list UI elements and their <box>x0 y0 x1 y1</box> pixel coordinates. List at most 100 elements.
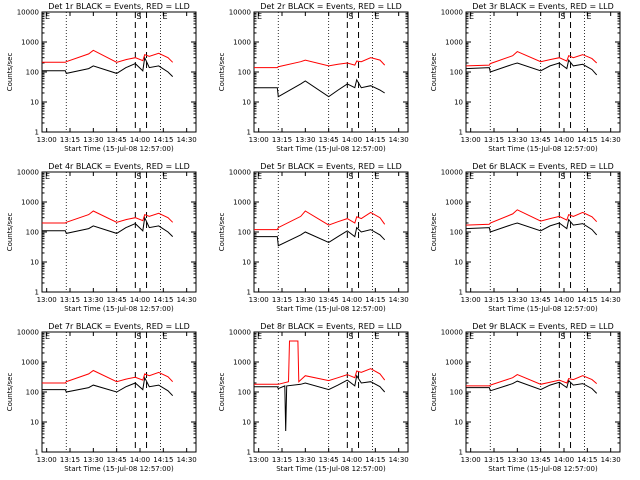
series-line-lld <box>42 369 174 384</box>
y-tick-label: 1000 <box>445 359 463 367</box>
series-line-events <box>42 376 174 397</box>
y-tick-label: 10000 <box>229 9 251 17</box>
panel-6: 13:00 13:15 13:30 13:45 14:00 14:15 14:30 1 10 10… <box>430 162 621 313</box>
y-tick-label: 1000 <box>233 39 251 47</box>
axes-frame <box>465 331 621 453</box>
marker-label-e: E <box>587 172 592 181</box>
x-tick-label: 14:15 <box>577 136 597 144</box>
x-tick-label: 14:15 <box>365 456 385 464</box>
x-tick-label: 14:00 <box>130 456 150 464</box>
x-tick-label: 14:00 <box>554 456 574 464</box>
x-tick-label: 13:45 <box>319 136 339 144</box>
marker-label-e: E <box>375 12 380 21</box>
series-line-lld <box>254 210 386 231</box>
marker-label-e: E <box>375 332 380 341</box>
y-tick-label: 10000 <box>441 329 463 337</box>
y-tick-label: 100 <box>450 389 463 397</box>
y-tick-label: 10 <box>30 259 39 267</box>
y-tick-label: 1 <box>459 289 463 297</box>
x-tick-label: 13:30 <box>83 296 103 304</box>
x-tick-label: 14:15 <box>153 456 173 464</box>
x-tick-label: 13:30 <box>507 136 527 144</box>
panel-title: Det 4r BLACK = Events, RED = LLD <box>48 162 190 171</box>
marker-label-left: E <box>469 12 474 21</box>
x-tick-label: 14:30 <box>177 296 197 304</box>
x-tick-label: 14:30 <box>177 136 197 144</box>
x-tick-label: 13:15 <box>484 296 504 304</box>
y-tick-label: 100 <box>238 69 251 77</box>
y-axis-label: Counts/sec <box>430 373 438 412</box>
x-tick-label: 14:15 <box>365 296 385 304</box>
x-tick-label: 13:00 <box>37 136 57 144</box>
panel-1: 13:00 13:15 13:30 13:45 14:00 14:15 14:30 1 10 10… <box>6 2 197 153</box>
series-line-lld <box>42 49 174 63</box>
x-tick-label: 13:15 <box>484 456 504 464</box>
x-tick-label: 13:45 <box>107 456 127 464</box>
panel-title: Det 1r BLACK = Events, RED = LLD <box>48 2 190 11</box>
panel-title: Det 7r BLACK = Events, RED = LLD <box>48 322 190 331</box>
x-tick-label: 13:00 <box>249 296 269 304</box>
series-line-events <box>42 55 174 77</box>
axes-frame <box>253 171 409 293</box>
x-tick-label: 13:45 <box>319 456 339 464</box>
x-axis-label: Start Time (15-Jul-08 12:57:00) <box>276 305 386 313</box>
x-tick-label: 14:15 <box>153 136 173 144</box>
x-tick-label: 13:15 <box>60 136 80 144</box>
marker-label-e: E <box>375 172 380 181</box>
marker-label-left: E <box>257 12 262 21</box>
y-tick-label: 10000 <box>441 9 463 17</box>
axes-frame <box>465 171 621 293</box>
marker-label-left: E <box>469 172 474 181</box>
y-tick-label: 10 <box>454 419 463 427</box>
marker-label-left: E <box>469 332 474 341</box>
x-tick-label: 13:30 <box>83 136 103 144</box>
y-tick-label: 1 <box>35 289 39 297</box>
y-tick-label: 1000 <box>445 199 463 207</box>
marker-label-s: S <box>560 332 565 341</box>
x-tick-label: 13:30 <box>295 456 315 464</box>
x-axis-label: Start Time (15-Jul-08 12:57:00) <box>488 465 598 473</box>
x-tick-label: 13:00 <box>249 136 269 144</box>
x-tick-label: 13:30 <box>507 456 527 464</box>
panel-4: 13:00 13:15 13:30 13:45 14:00 14:15 14:30 1 10 10… <box>6 162 197 313</box>
x-tick-label: 13:30 <box>83 456 103 464</box>
series-line-events <box>466 379 598 394</box>
panel-title: Det 2r BLACK = Events, RED = LLD <box>260 2 402 11</box>
x-tick-label: 14:00 <box>342 136 362 144</box>
y-tick-label: 100 <box>238 229 251 237</box>
x-tick-label: 14:30 <box>601 136 621 144</box>
x-axis-label: Start Time (15-Jul-08 12:57:00) <box>276 145 386 153</box>
x-tick-label: 13:45 <box>107 296 127 304</box>
y-tick-label: 10 <box>30 419 39 427</box>
x-tick-label: 13:00 <box>461 136 481 144</box>
y-tick-label: 100 <box>26 69 39 77</box>
marker-label-e: E <box>163 332 168 341</box>
x-tick-label: 14:15 <box>365 136 385 144</box>
series-line-lld <box>466 374 598 387</box>
x-tick-label: 14:00 <box>554 136 574 144</box>
y-tick-label: 100 <box>450 69 463 77</box>
x-tick-label: 13:45 <box>107 136 127 144</box>
series-line-events <box>254 226 386 247</box>
x-tick-label: 13:30 <box>295 296 315 304</box>
y-tick-label: 10000 <box>17 9 39 17</box>
y-tick-label: 1000 <box>445 39 463 47</box>
marker-label-s: S <box>348 172 353 181</box>
panel-title: Det 8r BLACK = Events, RED = LLD <box>260 322 402 331</box>
series-line-events <box>42 215 174 237</box>
axes-frame <box>41 331 197 453</box>
x-tick-label: 14:30 <box>177 456 197 464</box>
y-tick-label: 1000 <box>21 39 39 47</box>
x-tick-label: 14:30 <box>389 456 409 464</box>
y-tick-label: 10000 <box>441 169 463 177</box>
marker-label-e: E <box>163 172 168 181</box>
x-tick-label: 14:30 <box>389 296 409 304</box>
marker-label-e: E <box>163 12 168 21</box>
marker-label-s: S <box>136 332 141 341</box>
y-axis-label: Counts/sec <box>218 213 226 252</box>
x-tick-label: 13:00 <box>37 456 57 464</box>
y-tick-label: 10 <box>242 259 251 267</box>
marker-label-left: E <box>257 172 262 181</box>
y-axis-label: Counts/sec <box>218 373 226 412</box>
y-axis-label: Counts/sec <box>218 53 226 92</box>
